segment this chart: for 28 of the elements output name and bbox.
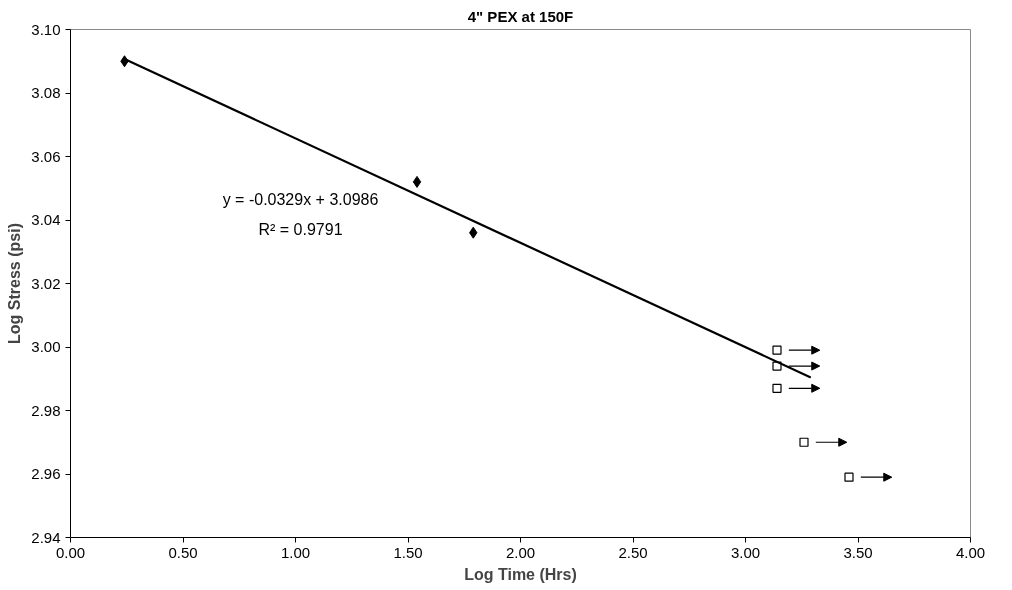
y-tick-label: 3.04 [31, 211, 61, 228]
y-tick-label: 2.98 [31, 401, 61, 419]
chart-title: 4" PEX at 150F [467, 7, 574, 25]
x-tick-label: 0.50 [168, 543, 198, 561]
y-tick-label: 3.08 [31, 84, 61, 101]
x-axis-title: Log Time (Hrs) [464, 565, 577, 583]
x-tick-label: 3.50 [843, 543, 873, 561]
x-tick-label: 4.00 [955, 543, 986, 561]
point [772, 383, 782, 393]
x-tick-label: 2.50 [618, 543, 648, 561]
x-tick-label: 0.00 [55, 543, 86, 561]
x-tick-label: 1.00 [280, 543, 311, 561]
point [799, 437, 809, 447]
x-tick-label: 3.00 [730, 543, 761, 561]
y-tick-label: 2.96 [31, 465, 61, 482]
y-tick-label: 3.02 [31, 274, 61, 292]
annotation: y = -0.0329x + 3.0986 [222, 190, 379, 208]
y-tick-label: 3.10 [31, 20, 61, 38]
point [772, 345, 782, 355]
point [412, 175, 422, 188]
y-tick-label: 3.06 [31, 147, 61, 165]
y-tick-label: 3.00 [31, 338, 61, 355]
y-axis-title: Log Stress (psi) [6, 223, 24, 344]
x-tick-label: 2.00 [505, 543, 536, 561]
point [844, 472, 854, 482]
x-tick-label: 1.50 [393, 543, 423, 561]
annotation: R² = 0.9791 [258, 220, 343, 238]
y-tick-label: 2.94 [31, 528, 61, 546]
